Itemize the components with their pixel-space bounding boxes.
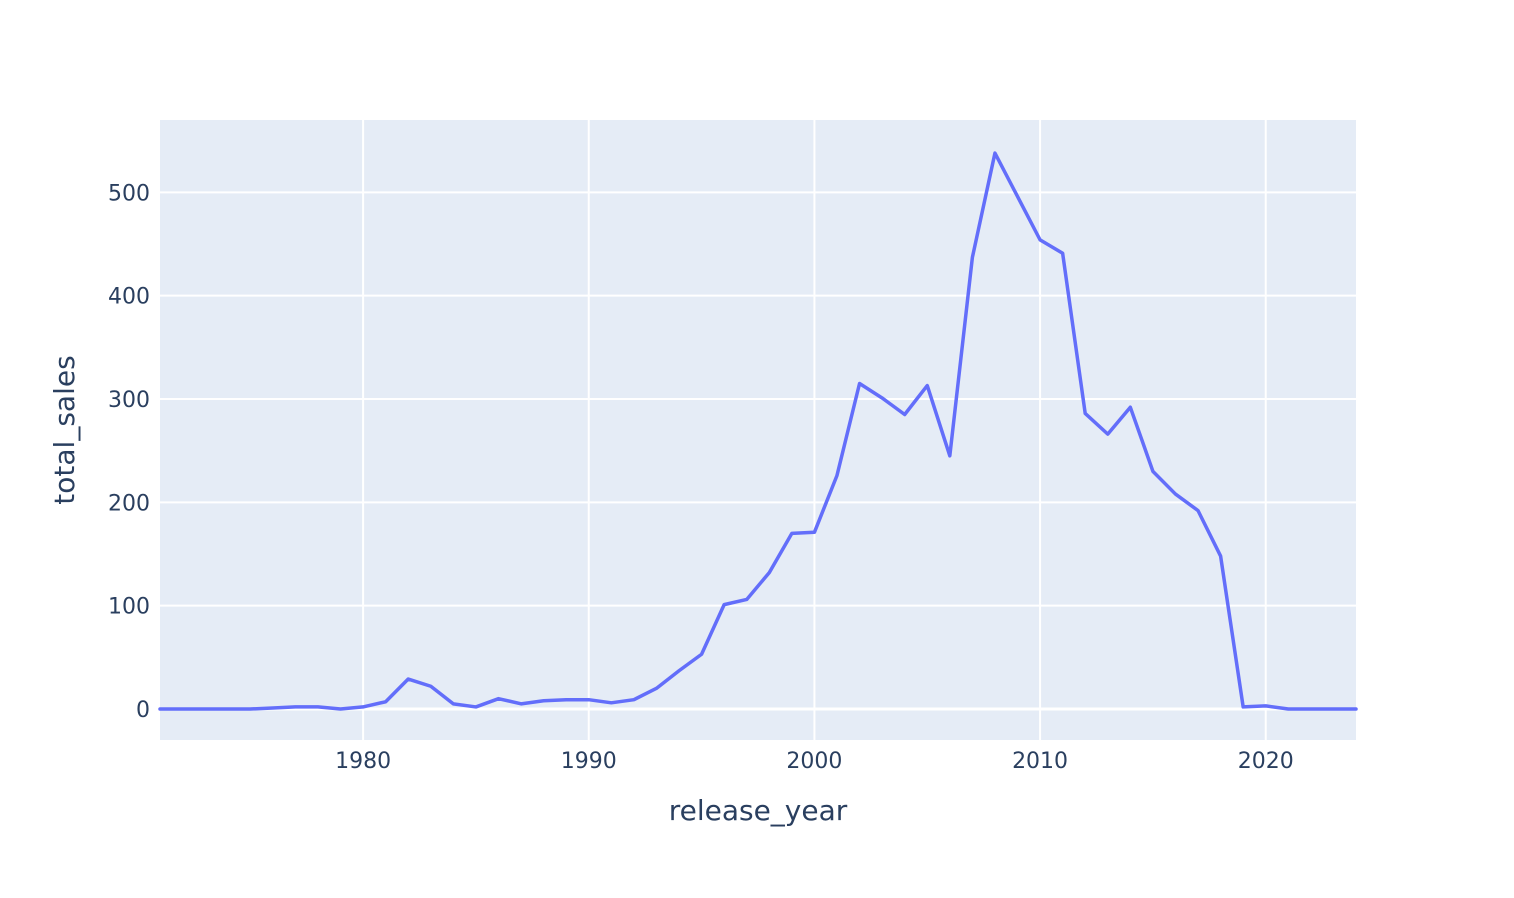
x-tick-labels: 1980 1990 2000 2010 2020 xyxy=(335,749,1294,774)
x-tick-label-2020: 2020 xyxy=(1238,749,1294,774)
y-tick-label-0: 0 xyxy=(136,698,150,723)
y-axis-title: total_sales xyxy=(48,355,81,504)
y-tick-label-500: 500 xyxy=(108,181,150,206)
x-tick-label-1980: 1980 xyxy=(335,749,391,774)
y-tick-label-100: 100 xyxy=(108,595,150,620)
x-gridlines xyxy=(362,120,1267,740)
plot-background xyxy=(160,120,1356,740)
x-axis-title: release_year xyxy=(669,794,848,827)
y-tick-labels: 0 100 200 300 400 500 xyxy=(108,181,150,723)
y-tick-label-300: 300 xyxy=(108,388,150,413)
x-tick-label-1990: 1990 xyxy=(561,749,617,774)
y-tick-label-200: 200 xyxy=(108,491,150,516)
series-line-0 xyxy=(158,151,1358,711)
x-tick-label-2010: 2010 xyxy=(1012,749,1068,774)
series-layer xyxy=(158,151,1358,711)
y-tick-label-400: 400 xyxy=(108,285,150,310)
x-tick-label-2000: 2000 xyxy=(786,749,842,774)
